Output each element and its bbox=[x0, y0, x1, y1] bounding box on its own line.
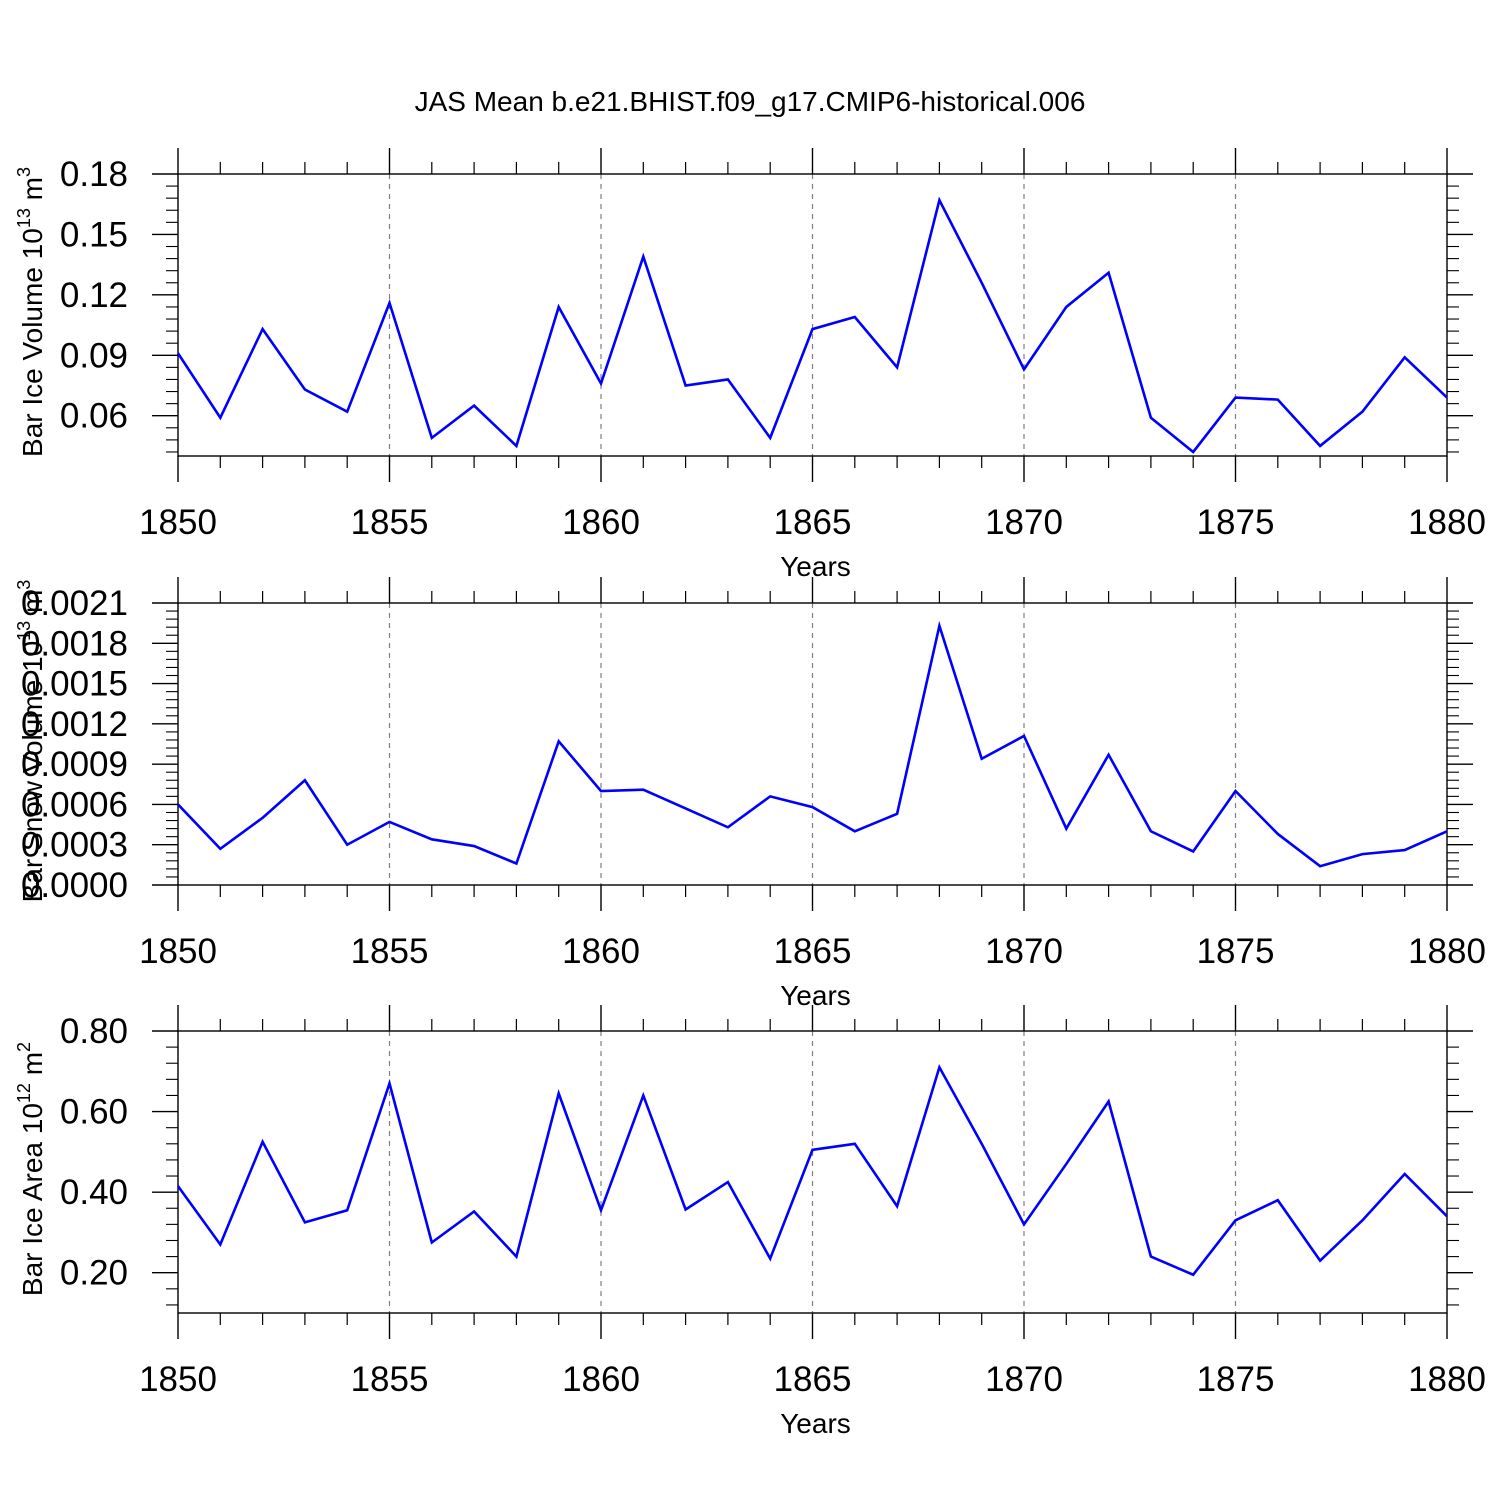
x-tick-label: 1880 bbox=[1408, 1360, 1486, 1399]
y-axis-title-superscript: 3 bbox=[14, 167, 34, 177]
x-tick-label: 1875 bbox=[1197, 1360, 1275, 1399]
y-tick-label: 0.0006 bbox=[21, 785, 128, 824]
y-axis-title-superscript: 13 bbox=[14, 621, 34, 641]
y-tick-label: 0.15 bbox=[60, 215, 128, 254]
y-axis-title-superscript: 12 bbox=[14, 1083, 34, 1103]
x-axis-title: Years bbox=[780, 980, 851, 1011]
x-tick-label: 1875 bbox=[1197, 932, 1275, 971]
y-tick-label: 0.60 bbox=[60, 1093, 128, 1132]
y-axis-title: Bar Ice Area 1012 m2 bbox=[14, 1042, 48, 1296]
series-line-1 bbox=[176, 1063, 1448, 1277]
x-axis-title: Years bbox=[780, 551, 851, 582]
y-tick-label: 0.0000 bbox=[21, 866, 128, 905]
y-tick-label: 0.0012 bbox=[21, 705, 128, 744]
y-axis-title-text: m bbox=[17, 177, 48, 208]
x-tick-label: 1865 bbox=[774, 1360, 852, 1399]
x-tick-label: 1850 bbox=[139, 1360, 217, 1399]
x-tick-label: 1855 bbox=[351, 1360, 429, 1399]
chart-panel-3: 1850 1855 1860 1865 1870 1875 1880 0.20 0.40 0.60… bbox=[14, 1005, 1486, 1439]
y-axis-title: Bar Snow Volume 1013 m3 bbox=[14, 580, 48, 903]
chart-panel-1: 1850 1855 1860 1865 1870 1875 1880 0.06 0.09 0.12… bbox=[14, 148, 1486, 582]
y-axis-title-superscript: 2 bbox=[14, 1042, 34, 1052]
y-axis-title-text: m bbox=[17, 590, 48, 621]
x-tick-label: 1870 bbox=[985, 932, 1063, 971]
y-tick-label: 0.0018 bbox=[21, 624, 128, 663]
y-tick-label: 0.40 bbox=[60, 1173, 128, 1212]
y-tick-label: 0.0015 bbox=[21, 665, 128, 704]
y-axis-title-text: m bbox=[17, 1052, 48, 1083]
x-tick-label: 1875 bbox=[1197, 503, 1275, 542]
y-axis-title-superscript: 13 bbox=[14, 208, 34, 228]
y-axis-title-superscript: 3 bbox=[14, 580, 34, 590]
chart-panel-2: 1850 1855 1860 1865 1870 1875 1880 0.00000.0003… bbox=[14, 577, 1486, 1011]
x-tick-label: 1850 bbox=[139, 932, 217, 971]
y-axis-title-text: Bar Ice Area 10 bbox=[17, 1103, 48, 1296]
x-tick-label: 1860 bbox=[562, 932, 640, 971]
y-axis-title-text: Bar Snow Volume 10 bbox=[17, 641, 48, 903]
y-tick-label: 0.09 bbox=[60, 336, 128, 375]
y-axis-title: Bar Ice Volume 1013 m3 bbox=[14, 167, 48, 457]
x-tick-label: 1880 bbox=[1408, 503, 1486, 542]
x-tick-label: 1865 bbox=[774, 932, 852, 971]
x-tick-label: 1855 bbox=[351, 932, 429, 971]
x-tick-label: 1880 bbox=[1408, 932, 1486, 971]
y-tick-label: 0.0009 bbox=[21, 745, 128, 784]
y-tick-label: 0.06 bbox=[60, 397, 128, 436]
x-tick-label: 1860 bbox=[562, 503, 640, 542]
y-tick-label: 0.18 bbox=[60, 155, 128, 194]
figure-title: JAS Mean b.e21.BHIST.f09_g17.CMIP6-histo… bbox=[415, 86, 1086, 117]
x-tick-label: 1865 bbox=[774, 503, 852, 542]
y-tick-label: 0.12 bbox=[60, 276, 128, 315]
x-tick-label: 1870 bbox=[985, 1360, 1063, 1399]
series-line-1 bbox=[177, 620, 1448, 868]
x-tick-label: 1855 bbox=[351, 503, 429, 542]
y-axis-title-text: Bar Ice Volume 10 bbox=[17, 228, 48, 457]
y-tick-label: 0.80 bbox=[60, 1012, 128, 1051]
x-axis-title: Years bbox=[780, 1408, 851, 1439]
x-tick-label: 1860 bbox=[562, 1360, 640, 1399]
y-tick-label: 0.0021 bbox=[21, 584, 128, 623]
x-tick-label: 1850 bbox=[139, 503, 217, 542]
series-line-1 bbox=[176, 196, 1448, 454]
y-tick-label: 0.0003 bbox=[21, 826, 128, 865]
x-tick-label: 1870 bbox=[985, 503, 1063, 542]
y-tick-label: 0.20 bbox=[60, 1254, 128, 1293]
